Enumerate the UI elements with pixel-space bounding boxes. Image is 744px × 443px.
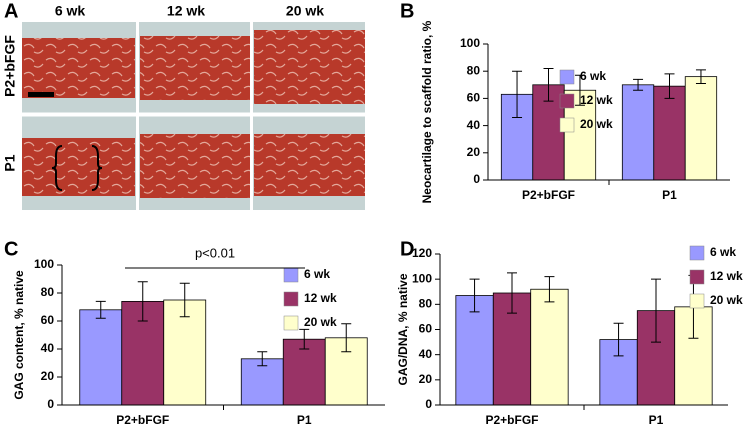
y-tick-label: 0: [473, 172, 480, 186]
y-axis-label: GAG content, % native: [12, 270, 26, 400]
legend-swatch: [689, 293, 705, 309]
y-axis-label: Neocartilage to scaffold ratio, %: [420, 20, 434, 203]
bar: [653, 85, 686, 181]
legend-swatch: [689, 269, 705, 285]
y-tick-label: 0: [425, 397, 432, 411]
histology-image: [22, 138, 135, 196]
histology-image: [140, 36, 250, 100]
error-bar: [512, 70, 523, 118]
histology-image: [22, 38, 135, 98]
legend-swatch: [283, 291, 299, 307]
bar: [455, 295, 494, 406]
x-tick-label: P2+bFGF: [116, 413, 169, 427]
panel-label: C: [4, 238, 18, 260]
bracket: [51, 145, 103, 191]
y-tick-label: 40: [41, 341, 55, 355]
y-tick-label: 60: [41, 313, 55, 327]
error-bar: [543, 67, 554, 102]
error-bar: [544, 276, 555, 303]
y-tick-label: 20: [41, 369, 55, 383]
bar: [163, 299, 207, 406]
legend-swatch: [559, 93, 575, 109]
y-tick-label: 40: [467, 118, 481, 132]
legend-label: 6 wk: [304, 267, 330, 281]
error-bar: [695, 69, 706, 84]
x-tick-label: P1: [662, 188, 677, 202]
error-bar: [469, 278, 480, 313]
y-tick-label: 100: [412, 271, 432, 285]
y-tick-label: 60: [467, 91, 481, 105]
error-bar: [664, 73, 675, 99]
legend-swatch: [283, 267, 299, 283]
column-label: 6 wk: [55, 3, 86, 19]
column-label: 12 wk: [167, 3, 205, 19]
bar: [530, 288, 569, 406]
legend-label: 12 wk: [304, 291, 337, 305]
y-tick-label: 20: [467, 145, 481, 159]
y-tick-label: 60: [419, 322, 433, 336]
x-tick-label: P1: [297, 413, 312, 427]
panel-label: A: [4, 0, 18, 22]
legend-label: 20 wk: [710, 293, 743, 307]
error-bar: [651, 278, 661, 343]
row-label: P1: [2, 154, 18, 171]
y-tick-label: 20: [419, 372, 433, 386]
bar: [282, 338, 326, 406]
y-tick-label: 80: [41, 285, 55, 299]
legend-label: 12 wk: [710, 269, 743, 283]
y-tick-label: 40: [419, 347, 433, 361]
error-bar: [633, 78, 644, 91]
error-bar: [257, 351, 268, 367]
legend-label: 20 wk: [580, 117, 613, 131]
y-tick-label: 0: [47, 397, 54, 411]
panel-label: D: [400, 238, 414, 260]
panel-label: B: [400, 0, 414, 22]
y-tick-label: 80: [419, 297, 433, 311]
x-tick-label: P2+bFGF: [485, 413, 538, 427]
error-bar: [574, 74, 585, 106]
bar: [621, 84, 655, 181]
histology-image: [254, 30, 365, 104]
x-tick-label: P2+bFGF: [522, 188, 575, 202]
legend-swatch: [689, 245, 705, 261]
bar: [79, 309, 123, 406]
panel-a: A 6 wk 12 wk 20 wk P2+bFGF P1: [2, 0, 365, 210]
error-bar: [299, 328, 310, 350]
legend-swatch: [283, 315, 299, 331]
error-bar: [613, 322, 624, 357]
histology-image: [140, 134, 250, 198]
histology-image: [254, 134, 365, 196]
legend-swatch: [559, 69, 575, 85]
error-bar: [507, 272, 517, 314]
legend-label: 6 wk: [710, 245, 736, 259]
y-axis-label: GAG/DNA, % native: [396, 273, 410, 385]
row-label: P2+bFGF: [2, 35, 18, 97]
column-label: 20 wk: [286, 3, 324, 19]
legend-label: 20 wk: [304, 315, 337, 329]
legend-label: 12 wk: [580, 93, 613, 107]
error-bar: [179, 282, 190, 318]
bar: [240, 358, 284, 406]
legend-swatch: [559, 117, 575, 133]
y-tick-label: 100: [34, 257, 54, 271]
bar: [684, 76, 718, 181]
scale-bar: [28, 92, 54, 97]
error-bar: [341, 323, 352, 353]
error-bar: [137, 281, 148, 322]
y-tick-label: 80: [467, 63, 481, 77]
legend-label: 6 wk: [580, 69, 606, 83]
x-tick-label: P1: [649, 413, 664, 427]
error-bar: [95, 300, 106, 319]
annotation: p<0.01: [195, 245, 235, 260]
y-tick-label: 120: [412, 246, 432, 260]
y-tick-label: 100: [460, 36, 480, 50]
